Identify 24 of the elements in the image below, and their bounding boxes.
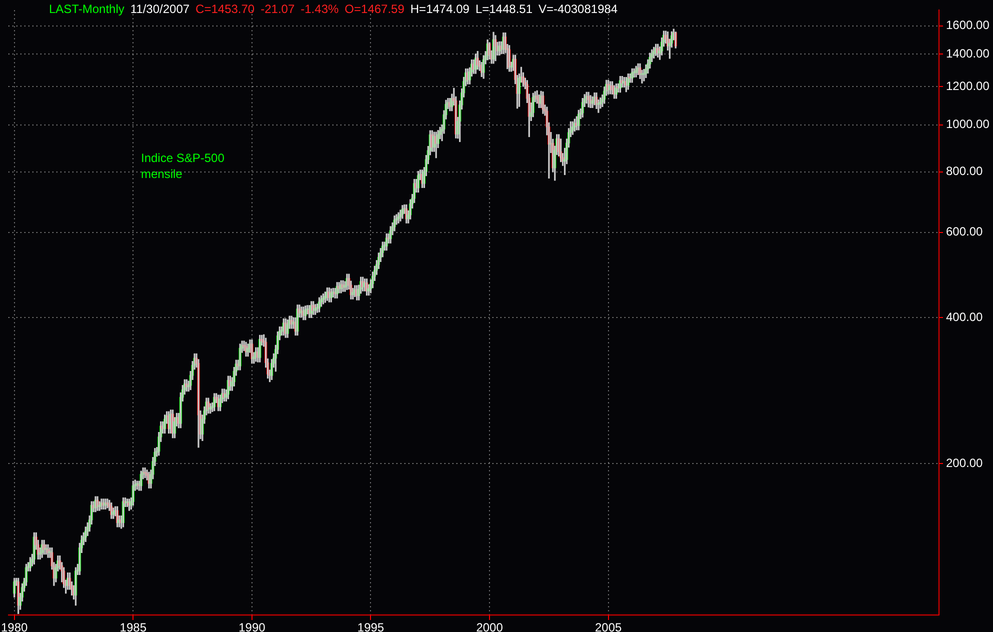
annotation: C=1453.70 (196, 2, 255, 16)
y-tick-label: 1200.00 (946, 78, 990, 93)
x-tick-label: 1980 (0, 620, 28, 632)
y-tick-label: 200.00 (946, 456, 984, 470)
annotation: -21.07 (260, 2, 295, 16)
y-tick-label: 1000.00 (946, 117, 990, 132)
annotation: O=1467.59 (344, 2, 404, 16)
x-tick-label: 1985 (120, 620, 147, 632)
annotation: H=1474.09 (410, 2, 470, 16)
x-tick-label: 1990 (238, 620, 266, 632)
annotation: L=1448.51 (475, 2, 533, 16)
y-tick-label: 400.00 (946, 310, 984, 324)
y-tick-label: 600.00 (946, 224, 984, 239)
annotation: LAST-Monthly (49, 2, 124, 16)
x-tick-label: 2000 (476, 620, 504, 632)
annotation: -1.43% (300, 2, 339, 16)
y-tick-label: 1600.00 (946, 18, 990, 32)
text: Indice S&P-500 mensile (141, 150, 224, 182)
annotation: 11/30/2007 (130, 2, 190, 16)
x-tick-label: 1995 (357, 620, 384, 632)
y-tick-label: 800.00 (946, 164, 984, 178)
y-tick-label: 1400.00 (946, 46, 990, 60)
annotation: V=-403081984 (538, 2, 618, 16)
x-tick-label: 2005 (594, 620, 622, 632)
